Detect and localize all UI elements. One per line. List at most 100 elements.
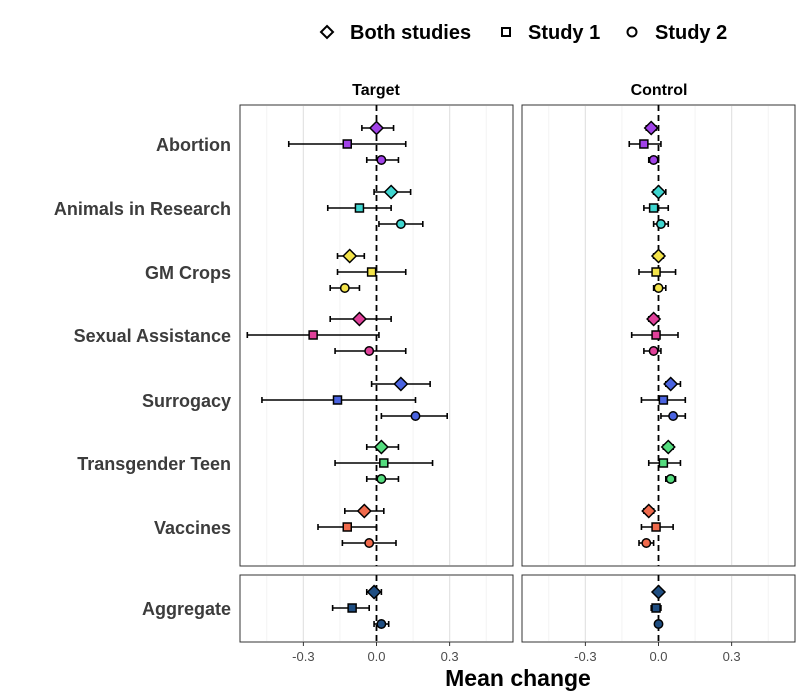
point-circle xyxy=(334,346,407,356)
point-marker-square xyxy=(658,458,669,468)
point-diamond xyxy=(329,311,392,327)
panel-title-target: Target xyxy=(352,82,400,99)
point-marker-diamond xyxy=(663,376,679,392)
point-marker-square xyxy=(342,139,352,149)
point-square xyxy=(331,603,370,613)
category-label-sexual-assistance: Sexual Assistance xyxy=(74,326,231,346)
point-circle xyxy=(647,155,660,165)
legend: Both studies Study 1 Study 2 xyxy=(319,22,727,44)
legend-square-marker xyxy=(501,27,511,37)
point-diamond xyxy=(663,376,682,392)
point-marker-diamond xyxy=(351,311,367,327)
point-circle xyxy=(341,538,397,548)
point-marker-diamond xyxy=(366,584,382,600)
point-marker-circle xyxy=(364,538,375,548)
point-diamond xyxy=(650,248,667,264)
point-circle xyxy=(329,283,361,293)
point-square xyxy=(628,139,662,149)
point-diamond xyxy=(361,120,395,136)
point-circle xyxy=(373,619,390,629)
point-marker-square xyxy=(648,203,659,213)
point-marker-diamond xyxy=(342,248,358,264)
point-marker-diamond xyxy=(373,439,389,455)
point-marker-square xyxy=(347,603,357,613)
point-diamond xyxy=(370,376,431,392)
point-marker-diamond xyxy=(650,184,667,200)
point-marker-square xyxy=(332,395,343,405)
point-circle xyxy=(665,474,677,484)
point-marker-diamond xyxy=(646,311,662,327)
point-diamond xyxy=(336,248,366,264)
point-marker-square xyxy=(379,458,389,468)
point-square xyxy=(334,458,434,468)
point-circle xyxy=(653,619,664,629)
x-tick-label: -0.3 xyxy=(574,649,596,664)
point-marker-circle xyxy=(376,619,387,629)
point-diamond xyxy=(650,184,667,200)
point-marker-square xyxy=(354,203,365,213)
point-square xyxy=(640,522,674,532)
category-label-aggregate: Aggregate xyxy=(142,599,231,619)
point-marker-square xyxy=(658,395,669,405)
point-marker-diamond xyxy=(641,503,657,519)
category-label-gm-crops: GM Crops xyxy=(145,263,231,283)
point-marker-diamond xyxy=(660,439,676,455)
category-labels: Abortion Animals in Research GM Crops Se… xyxy=(54,135,231,619)
point-marker-circle xyxy=(364,346,375,356)
point-marker-circle xyxy=(410,411,421,421)
point-marker-diamond xyxy=(650,584,667,600)
point-marker-circle xyxy=(665,474,676,484)
point-square xyxy=(336,267,407,277)
point-square xyxy=(326,203,392,213)
point-square xyxy=(287,139,407,149)
category-label-transgender-teen: Transgender Teen xyxy=(77,454,231,474)
point-diamond xyxy=(646,311,662,327)
point-marker-square xyxy=(651,522,661,532)
point-marker-diamond xyxy=(650,248,667,264)
legend-both-studies-label: Both studies xyxy=(350,22,471,44)
point-circle xyxy=(638,538,655,548)
point-marker-square xyxy=(639,139,649,149)
point-marker-square xyxy=(651,603,661,613)
point-diamond xyxy=(365,439,400,455)
point-marker-circle xyxy=(668,411,679,421)
point-marker-circle xyxy=(653,619,664,629)
point-square xyxy=(640,395,687,405)
point-marker-diamond xyxy=(368,120,385,136)
point-square xyxy=(650,603,662,613)
category-label-abortion: Abortion xyxy=(156,135,231,155)
point-marker-square xyxy=(651,330,661,340)
point-square xyxy=(317,522,378,532)
x-tick-label: 0.3 xyxy=(723,649,741,664)
point-marker-square xyxy=(308,330,318,340)
point-circle xyxy=(660,411,687,421)
point-square xyxy=(643,203,670,213)
point-circle xyxy=(378,219,424,229)
legend-study2-label: Study 2 xyxy=(655,22,727,44)
point-diamond xyxy=(641,503,657,519)
point-marker-square xyxy=(651,267,661,277)
point-square xyxy=(647,458,682,468)
point-marker-square xyxy=(342,522,352,532)
point-marker-circle xyxy=(376,474,387,484)
point-diamond xyxy=(373,184,412,200)
point-marker-circle xyxy=(641,538,652,548)
point-marker-diamond xyxy=(356,503,372,519)
point-circle xyxy=(380,411,448,421)
x-tick-label: 0.0 xyxy=(367,649,385,664)
legend-circle-marker xyxy=(626,26,638,38)
point-circle xyxy=(652,283,667,293)
marks-layer xyxy=(246,120,687,629)
point-marker-circle xyxy=(648,155,659,165)
point-square xyxy=(638,267,677,277)
x-tick-label: 0.3 xyxy=(441,649,459,664)
point-marker-circle xyxy=(395,219,406,229)
panel-title-control: Control xyxy=(631,82,688,99)
x-tick-label: -0.3 xyxy=(292,649,314,664)
point-circle xyxy=(365,474,400,484)
point-diamond xyxy=(344,503,385,519)
point-circle xyxy=(643,346,662,356)
point-marker-circle xyxy=(648,346,659,356)
point-square xyxy=(261,395,417,405)
